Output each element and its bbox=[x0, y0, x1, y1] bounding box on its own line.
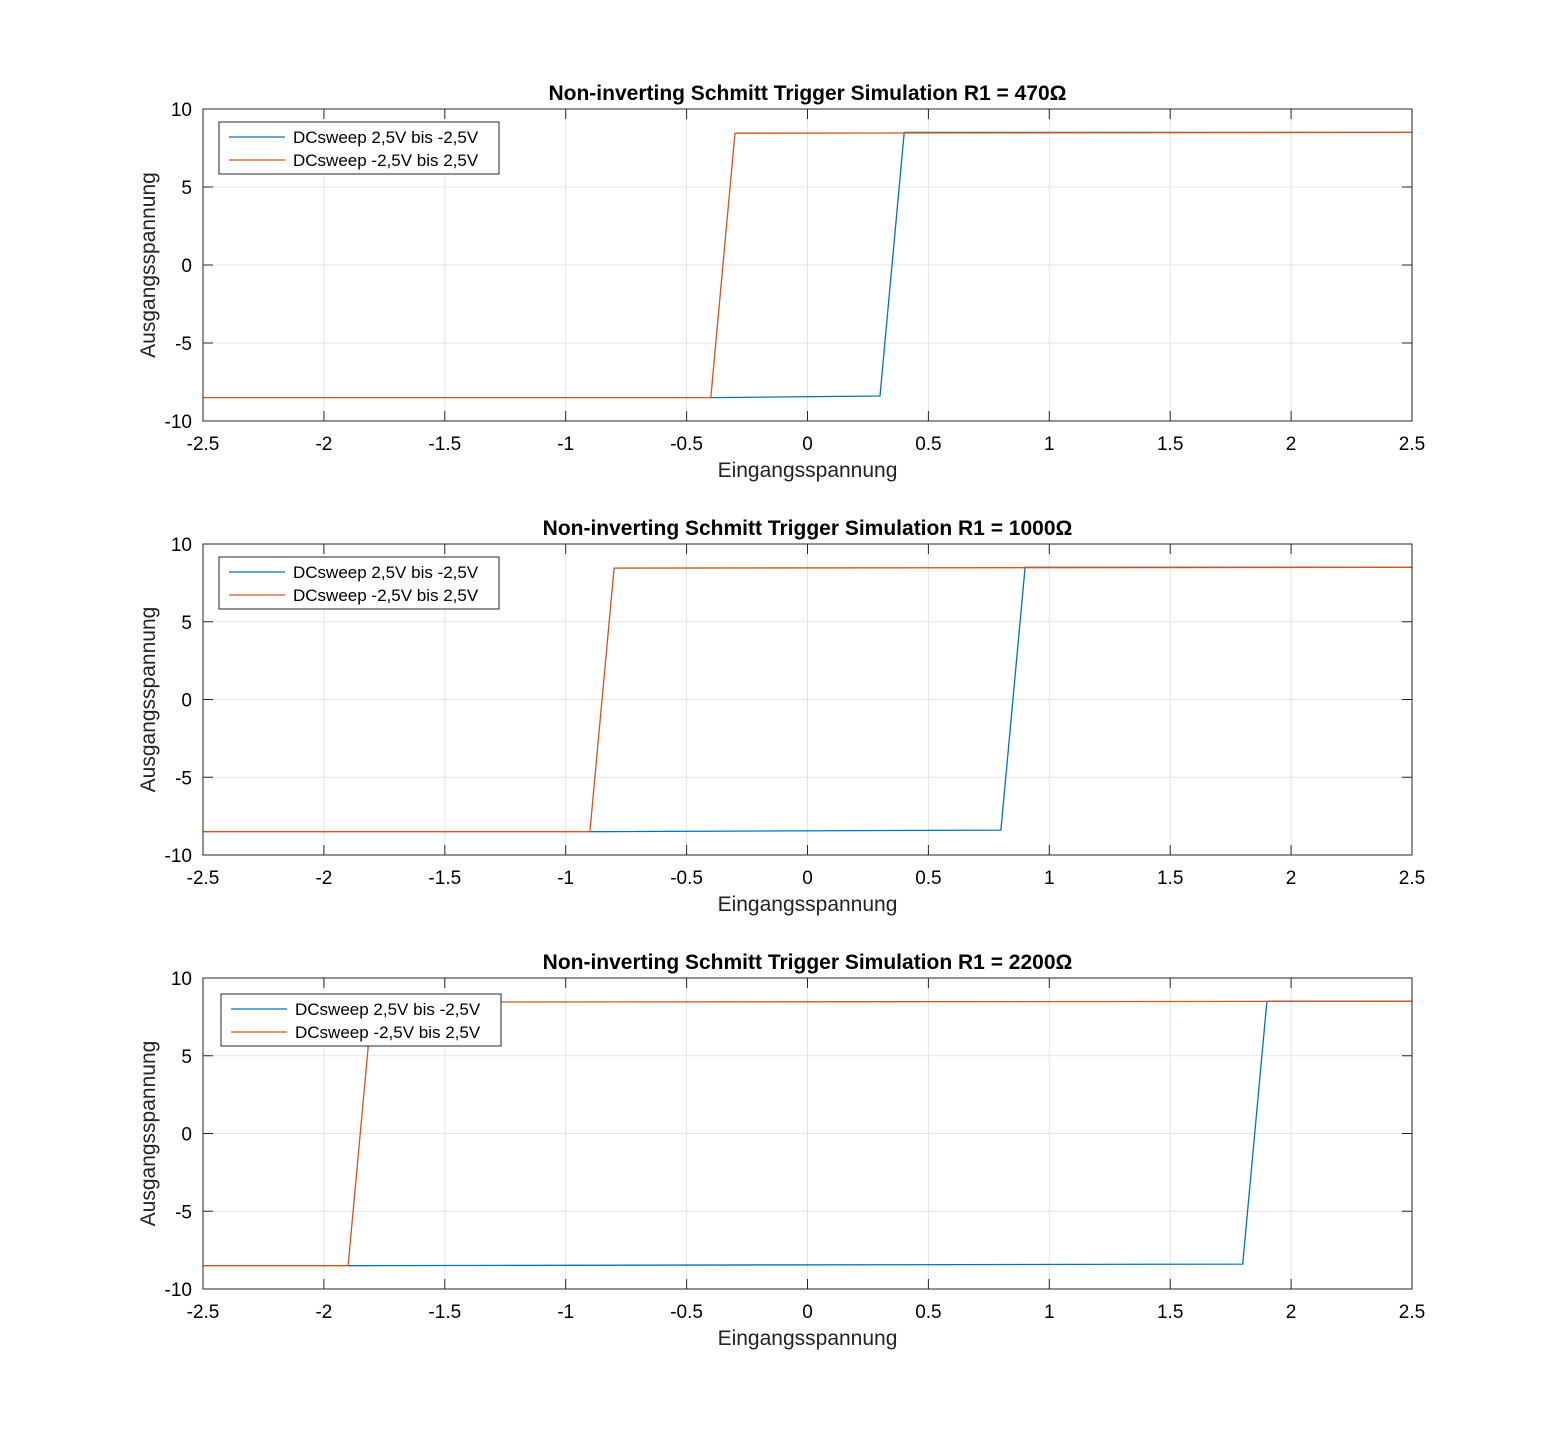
x-tick-label: -2.5 bbox=[187, 434, 220, 455]
x-tick-label: -1 bbox=[557, 434, 574, 455]
x-tick-label: 2 bbox=[1286, 868, 1297, 889]
legend: DCsweep 2,5V bis -2,5V DCsweep -2,5V bis … bbox=[218, 121, 500, 175]
x-tick-label: -2.5 bbox=[187, 868, 220, 889]
x-tick-label: -0.5 bbox=[670, 1302, 703, 1323]
y-axis-label: Ausgangsspannung bbox=[137, 172, 160, 358]
x-tick-label: 1 bbox=[1044, 868, 1055, 889]
legend: DCsweep 2,5V bis -2,5V DCsweep -2,5V bis … bbox=[220, 993, 502, 1047]
y-tick-label: 0 bbox=[181, 691, 192, 712]
x-tick-label: 0.5 bbox=[915, 1302, 941, 1323]
legend-label-2: DCsweep -2,5V bis 2,5V bbox=[293, 586, 479, 605]
legend-box bbox=[218, 556, 500, 610]
y-tick-label: -10 bbox=[165, 846, 192, 867]
x-tick-label: -2 bbox=[315, 1302, 332, 1323]
legend-label-1: DCsweep 2,5V bis -2,5V bbox=[293, 128, 479, 147]
x-tick-label: 2 bbox=[1286, 434, 1297, 455]
x-tick-label: -1 bbox=[557, 1302, 574, 1323]
y-tick-label: 5 bbox=[181, 613, 192, 634]
legend-label-2: DCsweep -2,5V bis 2,5V bbox=[293, 151, 479, 170]
y-tick-label: 5 bbox=[181, 178, 192, 199]
x-tick-label: -1.5 bbox=[428, 868, 461, 889]
y-tick-label: 0 bbox=[181, 256, 192, 277]
x-tick-label: -2.5 bbox=[187, 1302, 220, 1323]
y-tick-label: -5 bbox=[175, 768, 192, 789]
series-line-2 bbox=[203, 566, 1413, 833]
x-tick-label: -0.5 bbox=[670, 434, 703, 455]
y-tick-label: -5 bbox=[175, 334, 192, 355]
x-axis-label: Eingangsspannung bbox=[718, 459, 898, 482]
y-tick-label: 10 bbox=[171, 100, 192, 121]
x-tick-label: -0.5 bbox=[670, 868, 703, 889]
x-tick-label: -1.5 bbox=[428, 1302, 461, 1323]
x-tick-label: 2.5 bbox=[1399, 1302, 1425, 1323]
x-axis-label: Eingangsspannung bbox=[718, 893, 898, 916]
x-tick-label: 1.5 bbox=[1157, 1302, 1183, 1323]
x-tick-label: 0 bbox=[802, 1302, 813, 1323]
y-tick-label: -10 bbox=[165, 1280, 192, 1301]
y-tick-label: 0 bbox=[181, 1125, 192, 1146]
legend-label-2: DCsweep -2,5V bis 2,5V bbox=[295, 1023, 481, 1042]
y-tick-label: 5 bbox=[181, 1047, 192, 1068]
x-tick-label: -2 bbox=[315, 868, 332, 889]
x-tick-label: 2.5 bbox=[1399, 434, 1425, 455]
chart-title: Non-inverting Schmitt Trigger Simulation… bbox=[548, 82, 1066, 105]
series-line-2 bbox=[203, 131, 1413, 399]
x-tick-label: 0 bbox=[802, 434, 813, 455]
x-tick-label: 0.5 bbox=[915, 868, 941, 889]
legend-label-1: DCsweep 2,5V bis -2,5V bbox=[293, 563, 479, 582]
legend-label-1: DCsweep 2,5V bis -2,5V bbox=[295, 1000, 481, 1019]
x-tick-label: 1.5 bbox=[1157, 434, 1183, 455]
chart-panel-1: -2.5 -2 -1.5 -1 -0.5 0 0.5 1 1.5 2 2.5 -10 -5 0 5 10 Non… bbox=[137, 82, 1425, 482]
x-axis-label: Eingangsspannung bbox=[718, 1327, 898, 1350]
x-tick-label: 2.5 bbox=[1399, 868, 1425, 889]
y-axis-label: Ausgangsspannung bbox=[137, 1041, 160, 1227]
x-tick-label: -2 bbox=[315, 434, 332, 455]
y-axis-label: Ausgangsspannung bbox=[137, 607, 160, 793]
x-tick-label: 0 bbox=[802, 868, 813, 889]
x-tick-label: -1.5 bbox=[428, 434, 461, 455]
legend-box bbox=[218, 121, 500, 175]
x-tick-label: 0.5 bbox=[915, 434, 941, 455]
x-tick-label: 1 bbox=[1044, 1302, 1055, 1323]
x-tick-label: -1 bbox=[557, 868, 574, 889]
y-tick-label: -5 bbox=[175, 1202, 192, 1223]
legend-box bbox=[220, 993, 502, 1047]
chart-title: Non-inverting Schmitt Trigger Simulation… bbox=[543, 517, 1073, 540]
y-tick-label: 10 bbox=[171, 969, 192, 990]
x-tick-label: 2 bbox=[1286, 1302, 1297, 1323]
x-tick-label: 1.5 bbox=[1157, 868, 1183, 889]
chart-title: Non-inverting Schmitt Trigger Simulation… bbox=[543, 951, 1073, 974]
chart-panel-2: -2.5 -2 -1.5 -1 -0.5 0 0.5 1 1.5 2 2.5 -10 -5 0 5 10 Non… bbox=[137, 517, 1425, 916]
legend: DCsweep 2,5V bis -2,5V DCsweep -2,5V bis … bbox=[218, 556, 500, 610]
y-tick-label: 10 bbox=[171, 535, 192, 556]
y-tick-label: -10 bbox=[165, 412, 192, 433]
chart-panel-3: -2.5 -2 -1.5 -1 -0.5 0 0.5 1 1.5 2 2.5 -10 -5 0 5 10 Non… bbox=[137, 951, 1425, 1350]
x-tick-label: 1 bbox=[1044, 434, 1055, 455]
series-line-2 bbox=[203, 1000, 1413, 1267]
